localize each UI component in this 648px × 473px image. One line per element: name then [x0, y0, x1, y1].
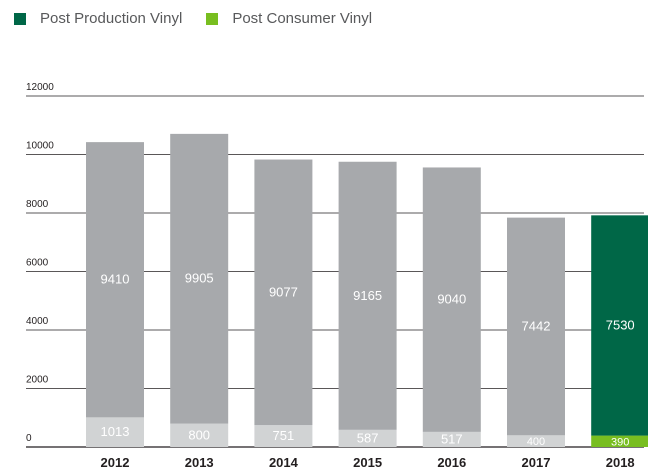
y-tick-label-10000: 10000 — [26, 141, 54, 152]
value-label-production-2013: 9905 — [185, 271, 214, 286]
value-label-production-2016: 9040 — [437, 292, 466, 307]
x-tick-label-2013: 2013 — [185, 455, 214, 470]
value-label-production-2017: 7442 — [522, 318, 551, 333]
value-label-production-2014: 9077 — [269, 284, 298, 299]
x-tick-label-2014: 2014 — [269, 455, 299, 470]
y-tick-label-4000: 4000 — [26, 316, 49, 327]
x-tick-label-2017: 2017 — [522, 455, 551, 470]
y-tick-label-6000: 6000 — [26, 258, 49, 269]
y-tick-label-0: 0 — [26, 433, 32, 444]
value-label-production-2018: 7530 — [606, 317, 635, 332]
value-label-production-2015: 9165 — [353, 288, 382, 303]
x-tick-label-2016: 2016 — [437, 455, 466, 470]
value-label-consumer-2012: 1013 — [101, 424, 130, 439]
value-label-consumer-2013: 800 — [188, 427, 210, 442]
value-label-consumer-2016: 517 — [441, 431, 463, 446]
value-label-production-2012: 9410 — [101, 272, 130, 287]
value-label-consumer-2014: 751 — [273, 428, 295, 443]
y-tick-label-2000: 2000 — [26, 375, 49, 386]
value-label-consumer-2015: 587 — [357, 430, 379, 445]
x-tick-label-2015: 2015 — [353, 455, 382, 470]
x-tick-label-2012: 2012 — [101, 455, 130, 470]
value-label-consumer-2017: 400 — [527, 436, 545, 448]
value-label-consumer-2018: 390 — [611, 436, 629, 448]
x-tick-label-2018: 2018 — [606, 455, 635, 470]
y-tick-label-12000: 12000 — [26, 82, 54, 93]
y-tick-label-8000: 8000 — [26, 199, 49, 210]
